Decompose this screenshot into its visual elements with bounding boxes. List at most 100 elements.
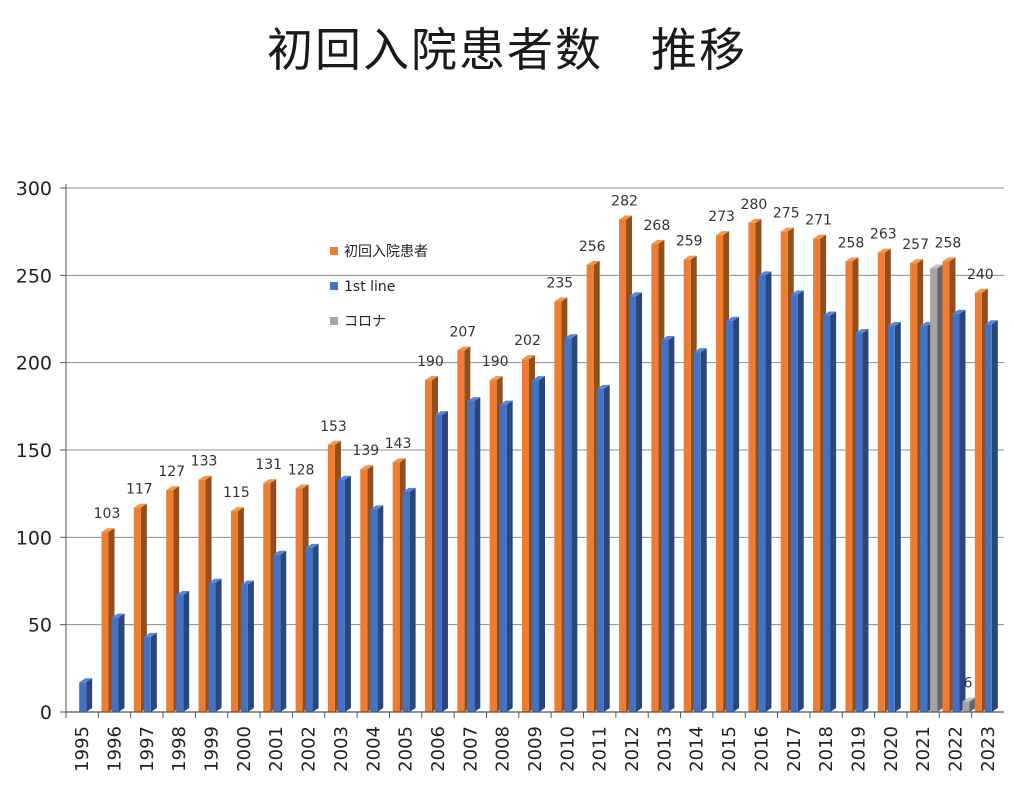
x-tick-label: 2016: [751, 726, 772, 772]
x-tick-label: 1995: [72, 726, 93, 772]
bar: [564, 334, 578, 712]
x-tick-label: 2005: [396, 726, 417, 772]
legend-swatch: [330, 282, 338, 290]
x-tick-label: 1999: [202, 726, 223, 772]
y-tick-label: 150: [16, 440, 52, 462]
legend-label: コロナ: [344, 314, 386, 330]
data-label: 258: [935, 235, 962, 251]
data-label: 103: [94, 506, 121, 522]
bar: [726, 316, 740, 712]
data-label: 202: [514, 333, 541, 349]
data-label: 256: [579, 239, 606, 255]
x-tick-label: 2004: [363, 726, 384, 772]
x-tick-label: 1996: [105, 726, 126, 772]
bar: [467, 397, 481, 712]
bar: [887, 321, 901, 712]
bar: [337, 475, 351, 712]
legend-swatch: [330, 317, 338, 325]
y-tick-label: 200: [16, 353, 52, 375]
bar: [402, 487, 416, 712]
bar: [370, 505, 384, 712]
bar: [499, 400, 513, 712]
bar: [962, 697, 976, 712]
data-label: 190: [417, 354, 444, 370]
data-label: 139: [352, 443, 379, 459]
x-tick-label: 1997: [137, 726, 158, 772]
data-label: 131: [255, 457, 282, 473]
data-label: 275: [773, 206, 800, 222]
data-label: 273: [708, 209, 735, 225]
y-tick-label: 50: [28, 615, 52, 637]
data-label: 117: [126, 482, 153, 498]
data-label: 257: [902, 237, 929, 253]
bar: [111, 613, 125, 712]
legend: 初回入院患者 1st line コロナ: [330, 243, 428, 330]
x-tick-label: 2003: [331, 726, 352, 772]
bar: [758, 271, 772, 712]
legend-label: 1st line: [344, 279, 395, 295]
x-tick-label: 2023: [978, 726, 999, 772]
bar: [240, 580, 254, 712]
x-tick-label: 2002: [299, 726, 320, 772]
x-tick-label: 2007: [460, 726, 481, 772]
x-tick-label: 2018: [816, 726, 837, 772]
x-tick-label: 2006: [428, 726, 449, 772]
bar: [273, 550, 287, 712]
x-tick-label: 2022: [945, 726, 966, 772]
data-label: 207: [449, 324, 476, 340]
x-tick-label: 2008: [493, 726, 514, 772]
bar: [532, 376, 545, 712]
x-tick-label: 2015: [719, 726, 740, 772]
y-tick-label: 300: [16, 178, 52, 200]
x-tick-label: 1998: [169, 726, 190, 772]
x-tick-label: 2021: [913, 726, 934, 772]
bar: [176, 590, 190, 712]
y-tick-label: 0: [40, 702, 52, 724]
bar: [930, 264, 944, 712]
x-tick-label: 2017: [784, 726, 805, 772]
x-tick-label: 2000: [234, 726, 255, 772]
data-label: 153: [320, 419, 347, 435]
y-axis: 0 50 100 150 200 250 300: [16, 178, 67, 724]
x-axis: 1995 1996 1997 1998 1999 2000 2001 2002 2003 2004…: [65, 711, 1004, 772]
x-tick-label: 2001: [266, 726, 287, 772]
x-tick-label: 2009: [525, 726, 546, 772]
bar: [79, 678, 93, 712]
legend-swatch: [330, 247, 338, 255]
data-label: 6: [964, 676, 973, 692]
legend-label: 初回入院患者: [344, 243, 428, 260]
data-label: 127: [158, 464, 185, 480]
data-label: 271: [805, 213, 832, 229]
data-label: 258: [838, 235, 865, 251]
data-label: 235: [546, 276, 573, 292]
bars: [79, 215, 998, 713]
bar: [952, 309, 966, 712]
bar: [208, 578, 222, 712]
data-labels: 103 117 127 133 115 131 128 153 139 143 190 207 190 2…: [94, 193, 994, 691]
x-tick-label: 2012: [622, 726, 643, 772]
bar: [305, 543, 319, 712]
bar: [693, 348, 707, 712]
data-label: 128: [288, 462, 315, 478]
bar: [629, 292, 643, 712]
data-label: 282: [611, 193, 638, 209]
data-label: 268: [644, 218, 671, 234]
data-label: 190: [482, 354, 509, 370]
bar: [143, 632, 157, 712]
data-label: 240: [967, 267, 994, 283]
bar: [855, 328, 869, 712]
bar: [434, 411, 448, 712]
data-label: 133: [191, 454, 218, 470]
bar: [790, 290, 804, 712]
data-label: 259: [676, 234, 703, 250]
bar: [984, 320, 998, 712]
x-tick-label: 2010: [557, 726, 578, 772]
chart-title: 初回入院患者数 推移: [267, 23, 747, 77]
y-tick-label: 250: [16, 265, 52, 287]
data-label: 280: [741, 197, 768, 213]
data-label: 143: [385, 436, 412, 452]
y-tick-label: 100: [16, 527, 52, 549]
x-tick-label: 2019: [848, 726, 869, 772]
data-label: 115: [223, 485, 250, 501]
